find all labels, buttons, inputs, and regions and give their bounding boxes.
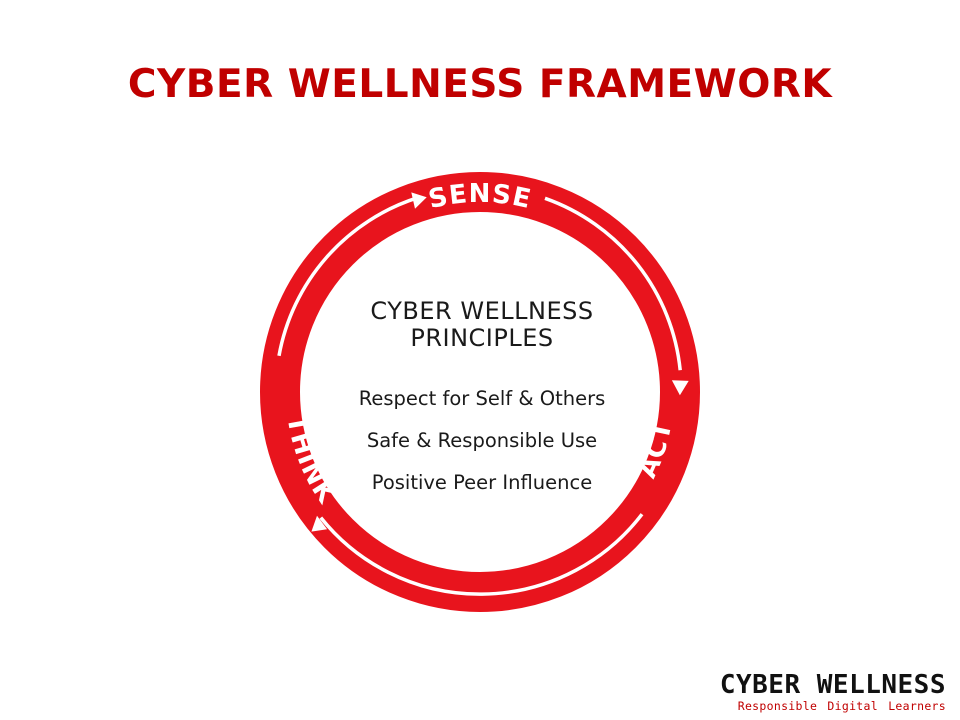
arrowhead-think bbox=[671, 380, 689, 396]
cyber-wellness-logo: CYBER WELLNESS Responsible Digital Learn… bbox=[720, 672, 946, 713]
principles-heading: CYBER WELLNESS PRINCIPLES bbox=[300, 298, 664, 352]
flow-arrow-sense-think bbox=[544, 196, 682, 371]
principle-item-peer-influence: Positive Peer Influence bbox=[371, 471, 593, 494]
principle-item-respect: Respect for Self & Others bbox=[358, 387, 606, 410]
flow-arrow-act-sense bbox=[277, 195, 419, 357]
principles-heading-line2: PRINCIPLES bbox=[410, 324, 554, 352]
flow-arrow-think-act bbox=[319, 513, 644, 596]
slide-title: CYBER WELLNESS FRAMEWORK bbox=[127, 62, 833, 107]
logo-tagline: Responsible Digital Learners bbox=[737, 699, 946, 713]
arrowhead-act bbox=[311, 515, 328, 532]
principles-heading-line1: CYBER WELLNESS bbox=[370, 297, 594, 325]
principles-panel: CYBER WELLNESS PRINCIPLES Respect for Se… bbox=[300, 298, 664, 504]
logo-name: CYBER WELLNESS bbox=[719, 670, 946, 700]
principle-item-safe-use: Safe & Responsible Use bbox=[366, 429, 598, 452]
arrowhead-sense bbox=[411, 192, 427, 209]
